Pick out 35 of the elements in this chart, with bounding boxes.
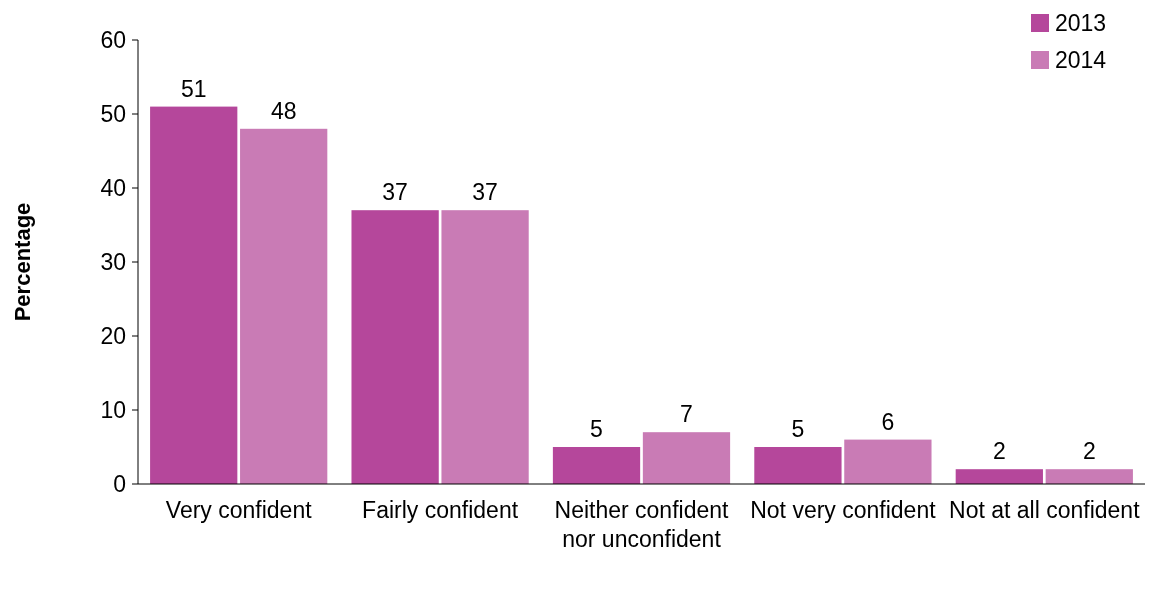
data-label: 37 [472, 179, 498, 206]
data-label: 5 [791, 416, 805, 442]
bar [150, 106, 238, 484]
x-tick-label: Not at all confident [949, 497, 1141, 523]
bar [240, 128, 328, 484]
y-tick-label: 20 [100, 323, 126, 350]
data-label: 2 [1082, 438, 1096, 465]
y-tick-label: 10 [100, 397, 126, 424]
y-tick-label: 60 [100, 27, 126, 54]
y-tick-label: 0 [113, 471, 126, 498]
x-tick-label: Very confident [165, 497, 313, 523]
bar [552, 447, 641, 484]
data-label: 37 [382, 179, 408, 206]
bar [955, 469, 1043, 484]
data-label: 51 [180, 75, 207, 102]
legend-label: 2014 [1055, 47, 1107, 74]
y-tick-label: 40 [100, 175, 126, 202]
data-label: 5 [590, 416, 603, 442]
x-tick-label: Fairly confident [362, 497, 519, 523]
x-tick-label: Not very confident [750, 497, 937, 523]
y-axis-title: Percentage [10, 202, 35, 322]
data-label: 7 [680, 401, 693, 428]
x-tick-label: Neither confident nor unconfident [554, 497, 730, 552]
bar [351, 210, 439, 484]
y-tick-label: 30 [100, 249, 126, 276]
bar [844, 439, 932, 484]
bar [754, 447, 842, 484]
data-label: 6 [881, 408, 895, 435]
bar [1045, 469, 1133, 484]
y-tick-label: 50 [100, 101, 126, 128]
legend-label: 2013 [1055, 10, 1107, 37]
bar [441, 210, 529, 484]
data-label: 2 [992, 438, 1006, 465]
bar [642, 432, 731, 484]
data-label: 48 [270, 97, 297, 124]
